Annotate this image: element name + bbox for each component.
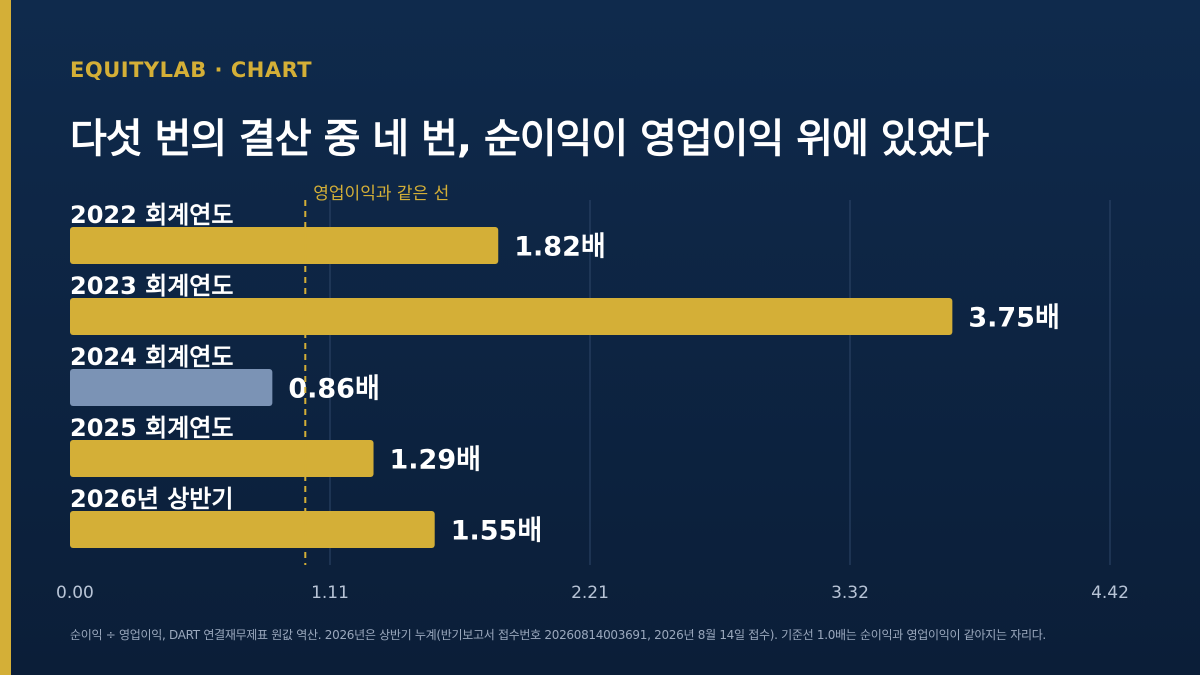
bar <box>70 511 435 548</box>
category-label: 2025 회계연도 <box>70 414 233 442</box>
x-tick-label: 4.42 <box>1091 583 1129 603</box>
value-label: 1.29배 <box>390 445 481 476</box>
bar <box>70 298 953 335</box>
chart-headline: 다섯 번의 결산 중 네 번, 순이익이 영업이익 위에 있었다 <box>70 116 989 162</box>
reference-line-label: 영업이익과 같은 선 <box>313 184 449 204</box>
brand-kicker: EQUITYLAB · CHART <box>70 58 313 82</box>
value-label: 1.82배 <box>514 232 605 263</box>
value-label: 1.55배 <box>451 516 542 547</box>
accent-bar <box>0 0 11 675</box>
category-label: 2026년 상반기 <box>70 485 233 513</box>
x-tick-label: 0.00 <box>56 583 94 603</box>
bar <box>70 227 499 264</box>
bar <box>70 440 374 477</box>
x-tick-label: 2.21 <box>571 583 609 603</box>
chart-footnote: 순이익 ÷ 영업이익, DART 연결재무제표 원값 역산. 2026년은 상반… <box>70 628 1046 642</box>
x-tick-label: 3.32 <box>831 583 869 603</box>
bar <box>70 369 273 406</box>
value-label: 3.75배 <box>968 303 1059 334</box>
category-label: 2024 회계연도 <box>70 343 233 371</box>
value-label: 0.86배 <box>288 374 379 405</box>
category-label: 2022 회계연도 <box>70 201 233 229</box>
category-label: 2023 회계연도 <box>70 272 233 300</box>
x-tick-label: 1.11 <box>311 583 349 603</box>
